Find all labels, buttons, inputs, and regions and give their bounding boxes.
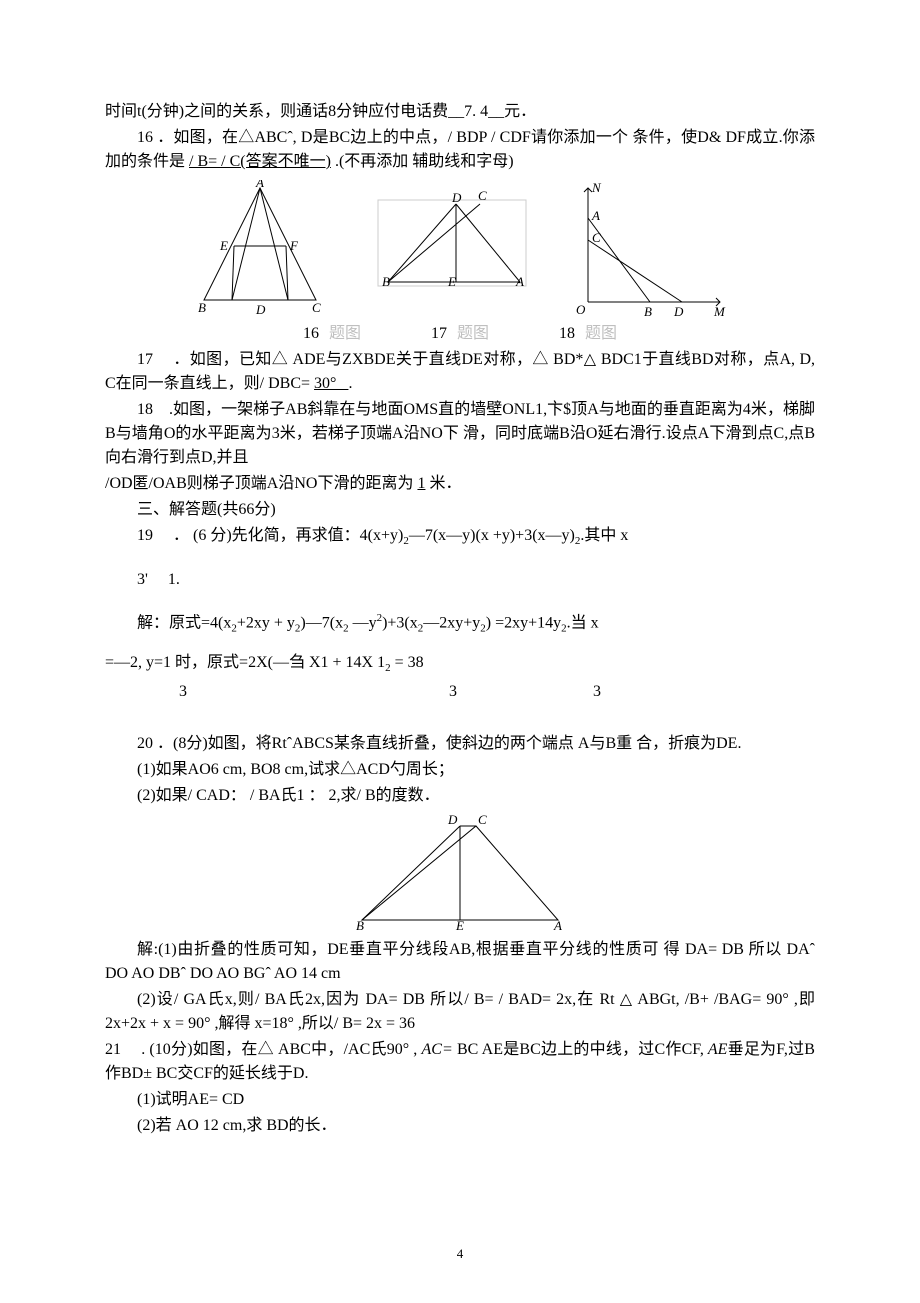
q16-answer: / B= / C(答案不唯一): [189, 153, 331, 170]
t: BC AE是BC边上的中线，过C作CF,: [453, 1041, 704, 1058]
fig20-wrap: B E A D C: [105, 812, 815, 932]
cap17: 17 题图: [431, 322, 489, 346]
figure-row-16-18: A B C D E F B E A D C: [105, 180, 815, 320]
q20-a: 20 ．(8分)如图，将RtˆABCS某条直线折叠，使斜边的两个端点 A与B重 …: [105, 732, 815, 756]
q17-ans: 30°: [314, 375, 348, 392]
q21-c: (2)若 AO 12 cm,求 BD的长．: [105, 1114, 815, 1138]
t: )—7(x: [300, 614, 343, 631]
fig20: B E A D C: [350, 812, 570, 932]
t: 解：原式=4(x: [137, 614, 231, 631]
q19-c: .其中 x: [580, 527, 628, 544]
lbl-A: A: [515, 274, 524, 289]
lbl-B: B: [198, 300, 206, 315]
lbl-C: C: [478, 188, 487, 203]
cap16-wd: 题图: [329, 325, 361, 342]
cap16: 16 题图: [303, 322, 361, 346]
q18-ans: 1: [417, 475, 425, 492]
lbl-M: M: [713, 304, 726, 319]
q16-text-c: .(不再添加 辅助线和字母): [335, 153, 514, 170]
lbl-E: E: [455, 918, 464, 932]
den1: 3: [153, 680, 213, 704]
lbl-D: D: [451, 190, 462, 205]
lbl-A: A: [255, 180, 264, 190]
q21-a: 21 . (10分)如图，在△ ABC中，/AC氏90° , AC= BC AE…: [105, 1038, 815, 1086]
q18-b2: 米．: [429, 475, 461, 492]
lbl-D: D: [255, 302, 266, 317]
t: = 38: [391, 654, 424, 671]
it: AE: [704, 1041, 727, 1058]
section-3: 三、解答题(共66分): [105, 498, 815, 522]
t: +2xy + y: [237, 614, 295, 631]
q17-a: 17 ．如图，已知△ ADE与ZXBDE关于直线DE对称，△ BD*△ BDC1…: [105, 351, 815, 392]
q17: 17 ．如图，已知△ ADE与ZXBDE关于直线DE对称，△ BD*△ BDC1…: [105, 348, 815, 396]
q17-c: .: [348, 375, 352, 392]
cap18-num: 18: [559, 325, 575, 342]
cap17-num: 17: [431, 325, 447, 342]
fig18: N A C O B D M: [570, 180, 730, 320]
it: AC=: [417, 1041, 452, 1058]
den3: 3: [461, 680, 601, 704]
lbl-B: B: [382, 274, 390, 289]
lbl-A: A: [553, 918, 562, 932]
q16: 16 ．如图，在△ABCˆ, D是BC边上的中点，/ BDP / CDF请你添加…: [105, 126, 815, 174]
lbl-C: C: [312, 300, 321, 315]
lbl-B: B: [644, 304, 652, 319]
lbl-O: O: [576, 302, 586, 317]
lbl-D: D: [673, 304, 684, 319]
lbl-C: C: [478, 812, 487, 827]
cap17-wd: 题图: [457, 325, 489, 342]
t: )+3(x: [382, 614, 418, 631]
q19-b: —7(x—y)(x +y)+3(x—y): [409, 527, 575, 544]
fig16: A B C D E F: [190, 180, 330, 320]
q19-line1: 19 ． (6 分)先化简，再求值：4(x+y)2—7(x—y)(x +y)+3…: [105, 524, 815, 550]
t: 21 . (10分)如图，在△ ABC中，/AC氏90° ,: [105, 1041, 417, 1058]
q20-c: (2)如果/ CAD： / BA氏1 ： 2,求/ B的度数．: [105, 784, 815, 808]
q19-sol2: =—2, y=1 时，原式=2X(—刍 X1 + 14X 12 = 38: [105, 651, 815, 677]
q15: 时间t(分钟)之间的关系，则通话8分钟应付电话费__7. 4__元．: [105, 100, 815, 124]
cap18: 18 题图: [559, 322, 617, 346]
sol20-2: (2)设/ GA氏x,则/ BA氏2x,因为 DA= DB 所以/ B= / B…: [105, 988, 815, 1036]
den2: 3: [217, 680, 457, 704]
q20-b: (1)如果AO6 cm, BO8 cm,试求△ACD勺周长；: [105, 758, 815, 782]
lbl-E: E: [219, 238, 228, 253]
q19-line2: 3' 1.: [105, 568, 815, 592]
q18-b1: /OD匿/OAB则梯子顶端A沿NO下滑的距离为: [105, 475, 417, 492]
cap16-num: 16: [303, 325, 319, 342]
t: .当 x: [567, 614, 599, 631]
page-number: 4: [0, 1244, 920, 1264]
cap18-wd: 题图: [585, 325, 617, 342]
t: =—2, y=1 时，原式=2X(—刍 X1 + 14X 1: [105, 654, 385, 671]
fig17: B E A D C: [370, 180, 530, 290]
q19-denoms: 3 3 3: [105, 680, 815, 704]
lbl-B: B: [356, 918, 364, 932]
lbl-C: C: [592, 230, 601, 245]
lbl-A: A: [591, 208, 600, 223]
caption-row: 16 题图 17 题图 18 题图: [105, 322, 815, 346]
lbl-E: E: [447, 274, 456, 289]
lbl-N: N: [591, 180, 602, 195]
t: —y: [349, 614, 377, 631]
lbl-D: D: [447, 812, 458, 827]
sol20-1: 解:(1)由折叠的性质可知，DE垂直平分线段AB,根据垂直平分线的性质可 得 D…: [105, 938, 815, 986]
t: ) =2xy+14y: [486, 614, 561, 631]
t: —2xy+y: [423, 614, 480, 631]
q19-a: 19 ． (6 分)先化简，再求值：4(x+y): [137, 527, 403, 544]
lbl-F: F: [289, 238, 299, 253]
q19-sol1: 解：原式=4(x2+2xy + y2)—7(x2 —y2)+3(x2—2xy+y…: [105, 610, 815, 637]
q18-a: 18 .如图，一架梯子AB斜靠在与地面OMS直的墙壁ONL1,卞$顶A与地面的垂…: [105, 398, 815, 470]
q21-b: (1)试明AE= CD: [105, 1088, 815, 1112]
q18-b: /OD匿/OAB则梯子顶端A沿NO下滑的距离为 1 米．: [105, 472, 815, 496]
